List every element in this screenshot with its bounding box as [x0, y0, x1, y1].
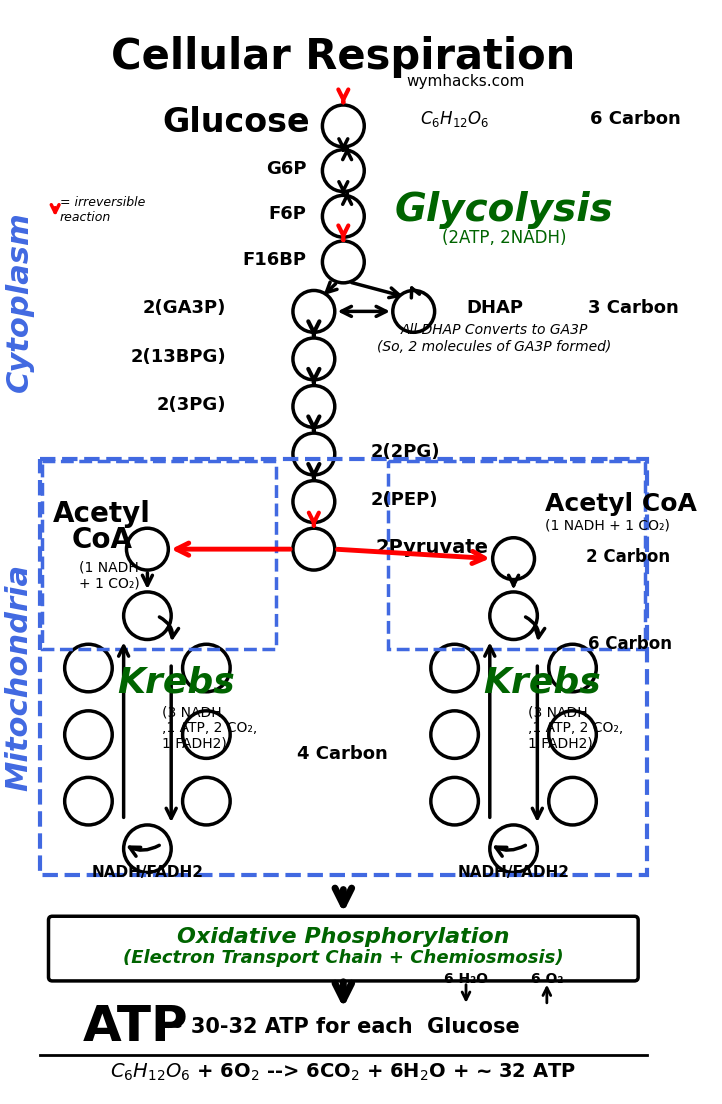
Circle shape [183, 645, 230, 692]
Circle shape [293, 480, 335, 522]
Text: Cellular Respiration: Cellular Respiration [111, 36, 575, 78]
Text: ~ 30-32 ATP for each  Glucose: ~ 30-32 ATP for each Glucose [165, 1017, 519, 1037]
Circle shape [323, 150, 365, 192]
Text: (2ATP, 2NADH): (2ATP, 2NADH) [442, 230, 566, 247]
Text: ,1 ATP, 2 CO₂,: ,1 ATP, 2 CO₂, [528, 721, 623, 735]
Text: ATP: ATP [83, 1002, 189, 1051]
Circle shape [123, 592, 171, 639]
Circle shape [126, 528, 168, 570]
Circle shape [65, 645, 112, 692]
Text: 2(3PG): 2(3PG) [157, 395, 227, 414]
Text: NADH/FADH2: NADH/FADH2 [92, 866, 204, 880]
Circle shape [431, 645, 479, 692]
Text: 3 Carbon: 3 Carbon [588, 298, 679, 317]
Text: Mitochondria: Mitochondria [4, 564, 33, 792]
Text: 2(PEP): 2(PEP) [371, 490, 438, 509]
Circle shape [183, 711, 230, 758]
Text: (3 NADH: (3 NADH [162, 705, 222, 720]
Circle shape [431, 711, 479, 758]
Circle shape [490, 825, 537, 872]
Text: F16BP: F16BP [243, 251, 306, 269]
Text: All DHAP Converts to GA3P: All DHAP Converts to GA3P [401, 323, 588, 338]
Circle shape [65, 711, 112, 758]
Text: 1 FADH2): 1 FADH2) [162, 736, 227, 750]
Circle shape [549, 645, 596, 692]
Text: 2 Carbon: 2 Carbon [586, 548, 670, 565]
Text: 2(13BPG): 2(13BPG) [131, 348, 227, 367]
Text: (3 NADH: (3 NADH [528, 705, 588, 720]
Text: 6 Carbon: 6 Carbon [590, 110, 680, 128]
Text: (So, 2 molecules of GA3P formed): (So, 2 molecules of GA3P formed) [378, 340, 612, 353]
Text: 2(GA3P): 2(GA3P) [143, 298, 227, 317]
Text: ,1 ATP, 2 CO₂,: ,1 ATP, 2 CO₂, [162, 721, 257, 735]
Circle shape [293, 385, 335, 427]
Text: wymhacks.com: wymhacks.com [406, 74, 525, 88]
Text: Krebs: Krebs [483, 666, 601, 699]
Text: 6 H₂O: 6 H₂O [444, 972, 488, 986]
Circle shape [123, 825, 171, 872]
Text: 2(2PG): 2(2PG) [371, 443, 440, 461]
Circle shape [293, 528, 335, 570]
Text: DHAP: DHAP [466, 298, 523, 317]
Text: Acetyl: Acetyl [53, 500, 151, 528]
Circle shape [323, 195, 365, 237]
Text: Glycolysis: Glycolysis [395, 191, 614, 229]
Text: = irreversible
reaction: = irreversible reaction [60, 195, 145, 224]
Circle shape [490, 592, 537, 639]
Text: (1 NADH
+ 1 CO₂): (1 NADH + 1 CO₂) [79, 561, 139, 591]
Text: $C_6H_{12}O_6$ + 6O$_2$ --> 6CO$_2$ + 6H$_2$O + ~ 32 ATP: $C_6H_{12}O_6$ + 6O$_2$ --> 6CO$_2$ + 6H… [110, 1062, 576, 1083]
Circle shape [293, 338, 335, 380]
Text: 6 O₂: 6 O₂ [531, 972, 563, 986]
Circle shape [293, 290, 335, 332]
Text: 6 Carbon: 6 Carbon [588, 635, 671, 654]
Circle shape [183, 777, 230, 825]
Text: 4 Carbon: 4 Carbon [297, 744, 388, 763]
Text: 1 FADH2): 1 FADH2) [528, 736, 593, 750]
FancyBboxPatch shape [48, 916, 638, 981]
Circle shape [393, 290, 435, 332]
Circle shape [65, 777, 112, 825]
Text: NADH/FADH2: NADH/FADH2 [458, 866, 570, 880]
Text: F6P: F6P [269, 205, 306, 223]
Circle shape [549, 711, 596, 758]
Text: CoA: CoA [71, 526, 132, 553]
Text: $C_6H_{12}O_6$: $C_6H_{12}O_6$ [420, 109, 490, 129]
Text: Acetyl CoA: Acetyl CoA [545, 492, 697, 517]
Circle shape [431, 777, 479, 825]
Circle shape [323, 105, 365, 147]
Text: (1 NADH + 1 CO₂): (1 NADH + 1 CO₂) [545, 519, 670, 532]
Circle shape [492, 538, 534, 580]
Circle shape [549, 777, 596, 825]
Text: Oxidative Phosphorylation: Oxidative Phosphorylation [177, 927, 510, 947]
Text: Krebs: Krebs [117, 666, 235, 699]
Text: G6P: G6P [266, 160, 306, 178]
Text: (Electron Transport Chain + Chemiosmosis): (Electron Transport Chain + Chemiosmosis… [123, 949, 564, 967]
Text: Cytoplasm: Cytoplasm [4, 212, 33, 392]
Text: 2Pyruvate: 2Pyruvate [375, 538, 489, 556]
Text: Glucose: Glucose [162, 106, 310, 139]
Circle shape [323, 241, 365, 283]
Circle shape [293, 433, 335, 475]
